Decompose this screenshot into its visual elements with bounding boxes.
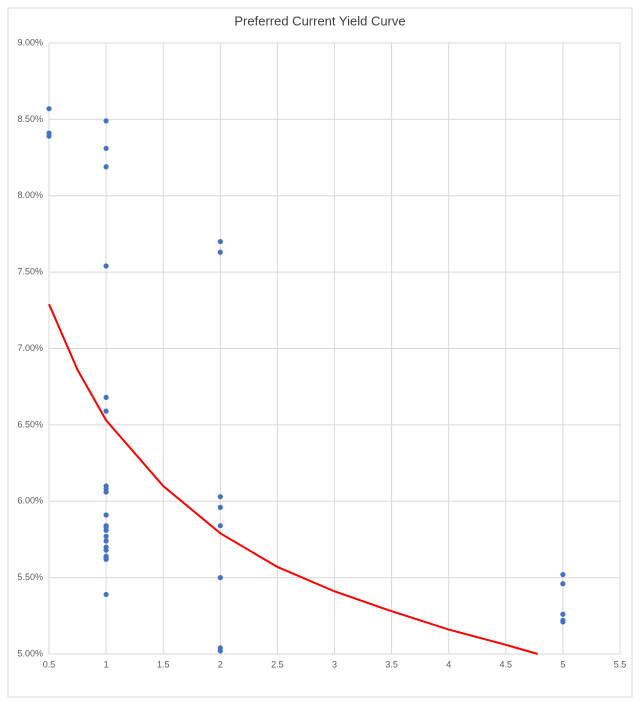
chart-title: Preferred Current Yield Curve [234,13,405,28]
scatter-point [46,133,52,139]
x-tick-label: 3.5 [385,659,398,669]
chart-border [7,7,633,698]
scatter-point [103,538,109,544]
x-tick-label: 4.5 [500,659,513,669]
y-tick-label: 8.50% [17,114,43,124]
scatter-point [46,106,52,112]
x-tick-label: 1 [104,659,109,669]
scatter-point [103,556,109,562]
scatter-point [103,145,109,151]
x-tick-label: 3 [332,659,337,669]
scatter-point [103,489,109,495]
x-tick-label: 5 [560,659,565,669]
scatter-point [560,571,566,578]
x-tick-label: 1.5 [157,659,170,669]
scatter-point [560,619,566,625]
y-tick-label: 6.50% [17,419,43,429]
y-tick-label: 9.00% [17,37,43,47]
scatter-point [103,118,109,124]
scatter-point [217,648,223,654]
scatter-point [217,249,223,255]
scatter-point [217,523,223,529]
x-tick-label: 0.5 [43,659,56,669]
scatter-point [560,611,566,617]
y-tick-label: 7.50% [17,267,43,277]
x-tick-label: 4 [446,659,451,669]
scatter-point [560,581,566,587]
scatter-point [217,238,223,245]
y-tick-label: 8.00% [17,190,43,200]
y-tick-label: 7.00% [17,343,43,353]
y-tick-label: 6.00% [17,496,43,506]
scatter-point [103,394,109,400]
scatter-point [103,533,109,539]
scatter-point [103,263,109,269]
x-tick-label: 2 [218,659,223,669]
scatter-point [103,408,109,414]
scatter-point [103,547,109,553]
y-tick-label: 5.50% [17,572,43,582]
x-tick-label: 5.5 [614,659,627,669]
scatter-point [217,575,223,581]
scatter-point [217,504,223,510]
scatter-point [103,512,109,518]
x-tick-label: 2.5 [271,659,284,669]
scatter-point [103,164,109,170]
y-tick-label: 5.00% [17,648,43,658]
scatter-point [103,591,109,598]
trend-line [48,303,539,655]
scatter-point [103,527,109,533]
scatter-point [217,494,223,500]
